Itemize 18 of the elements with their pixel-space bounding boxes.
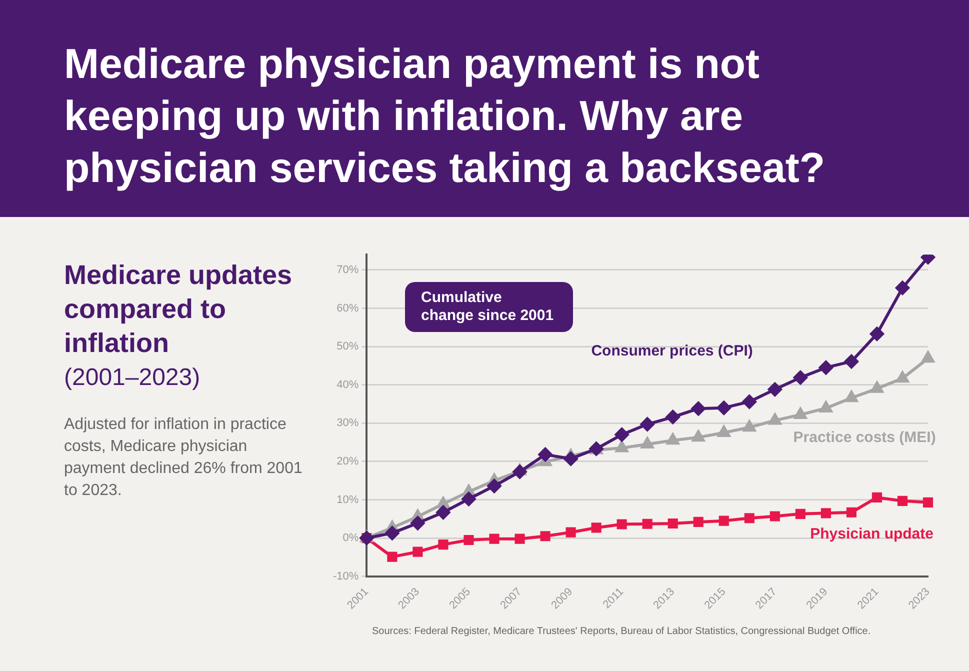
y-tick-label: 70% [336,264,359,276]
series-label: Practice costs (MEI) [793,429,936,446]
chart-title: Medicare physician payment is not keeping up with inflation. Why are physician services taking a backseat? [64,39,826,193]
y-tick-label: 40% [336,378,359,391]
text: Consumer prices (CPI) [591,342,753,360]
y-tick-label: 0% [342,532,359,544]
text: (2001–2023) [64,364,200,392]
series-label: Physician update [810,526,934,543]
y-tick-label: 50% [336,340,359,353]
annotation: Cumulative change since 2001 [405,282,573,332]
y-tick-label: 30% [336,417,359,430]
y-tick-label: 20% [336,455,359,468]
y-tick-label: -10% [332,570,359,582]
source-note: Sources: Federal Register, Medicare Trustees' Reports, Bureau of Labor Statistics, Congressional Budget Office. [372,626,871,637]
y-tick-label: 60% [336,302,359,314]
y-tick-label: 10% [336,494,359,506]
text: Medicare updates compared to inflation [64,259,294,360]
text: Adjusted for inflation in practice costs, Medicare physician payment declined 26% from 2001 to 2023. [64,415,304,501]
